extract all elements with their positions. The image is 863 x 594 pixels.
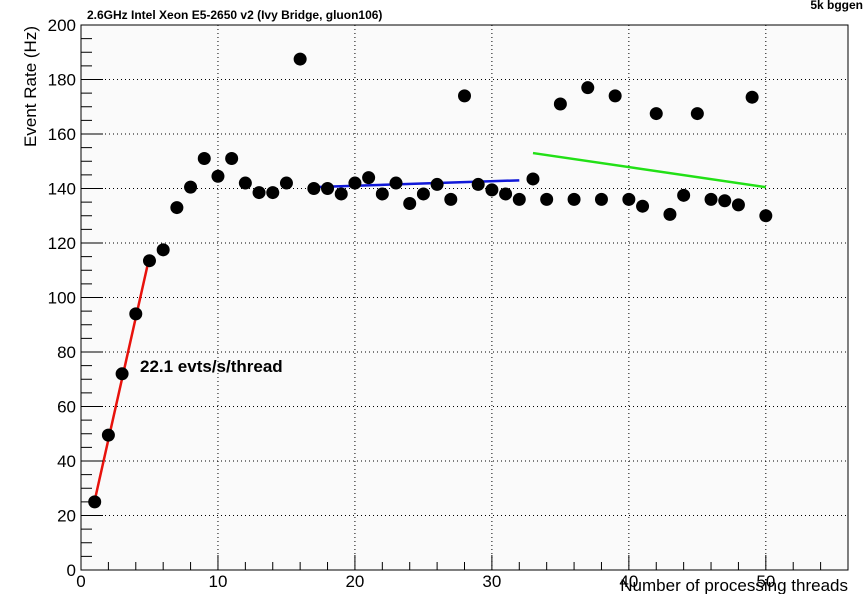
data-point [704,192,718,206]
x-tick-label: 20 [345,572,364,591]
x-tick-label: 0 [76,572,85,591]
data-point [197,152,211,166]
corner-label: 5k bggen [810,0,863,12]
data-point [293,52,307,66]
y-tick-label: 20 [57,507,76,526]
data-point [115,367,129,381]
y-tick-label: 160 [48,125,76,144]
data-point [321,182,335,195]
data-point [553,97,567,111]
data-point [608,89,622,103]
y-tick-label: 60 [57,398,76,417]
data-point [307,182,321,195]
axis-ticks [80,24,849,571]
data-points [88,52,773,509]
y-tick-label: 80 [57,343,76,362]
data-point [334,187,348,201]
data-point [718,194,732,208]
chart-title: 2.6GHz Intel Xeon E5-2650 v2 (Ivy Bridge… [87,8,382,22]
data-point [389,176,403,190]
data-point [156,243,170,257]
y-tick-label: 0 [67,561,76,580]
data-point [567,192,581,206]
data-point [238,176,252,190]
data-point [416,187,430,201]
data-point [581,81,595,95]
data-point [266,186,280,200]
grid-lines [81,25,848,570]
data-point [279,176,293,190]
data-point [362,171,376,185]
y-tick-label: 180 [48,71,76,90]
data-point [471,177,485,191]
data-point [252,186,266,200]
data-point [745,90,759,104]
data-point [88,495,102,509]
y-tick-label: 200 [48,16,76,35]
x-tick-label: 30 [482,572,501,591]
data-point [444,192,458,206]
x-tick-label: 10 [209,572,228,591]
data-point [512,192,526,206]
data-point [375,187,389,201]
y-tick-label: 40 [57,452,76,471]
data-point [129,307,143,321]
y-tick-label: 120 [48,234,76,253]
slope-annotation: 22.1 evts/s/thread [140,357,283,376]
data-point [101,428,115,442]
data-point [690,107,704,121]
data-point [184,180,198,194]
data-point [663,207,677,221]
y-tick-label: 100 [48,289,76,308]
data-point [677,188,691,202]
data-point [636,199,650,213]
data-point [403,196,417,210]
data-point [211,169,225,183]
y-axis-title: Event Rate (Hz) [21,26,40,147]
data-point [594,192,608,206]
x-tick-label: 50 [756,572,775,591]
data-point [430,177,444,191]
data-point [142,254,156,268]
data-point [499,187,513,201]
data-point [225,152,239,166]
data-point [458,89,471,103]
data-point [649,107,663,121]
data-point [622,192,636,206]
data-point [526,172,540,186]
data-point [540,192,554,206]
data-point [759,209,773,223]
data-point [485,183,499,197]
fit-line [313,179,520,189]
x-tick-label: 40 [619,572,638,591]
tick-labels: 0 10 20 30 40 50 0 20 40 60 80 100 120 140 160 180 200 [48,16,776,591]
x-axis-title: Number of processing threads [620,576,848,594]
plot-frame-background [81,25,848,570]
fit-line [532,151,767,189]
data-point [731,198,745,212]
data-point [170,201,184,215]
y-tick-label: 140 [48,180,76,199]
data-point [348,176,362,190]
